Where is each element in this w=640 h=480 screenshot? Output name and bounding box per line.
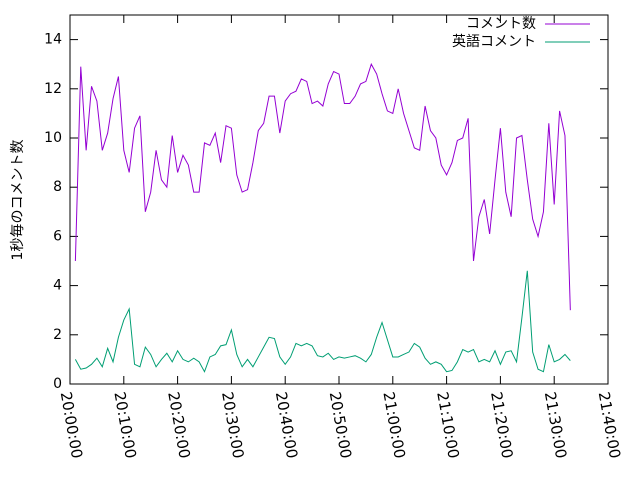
legend-label: コメント数 [466,16,536,32]
plot-border [69,14,609,385]
y-tick-label: 0 [53,376,62,392]
legend-label: 英語コメント [452,33,536,50]
y-axis-label: 1秒毎のコメント数 [10,140,26,261]
series-line [74,270,571,373]
y-tick-label: 14 [44,32,62,48]
y-tick-label: 4 [53,278,62,294]
y-tick-label: 6 [53,228,62,244]
y-tick-label: 2 [53,327,62,343]
y-tick-label: 12 [44,81,62,97]
y-tick-label: 8 [53,179,62,195]
y-tick-label: 10 [44,130,62,146]
series-line [74,62,571,311]
